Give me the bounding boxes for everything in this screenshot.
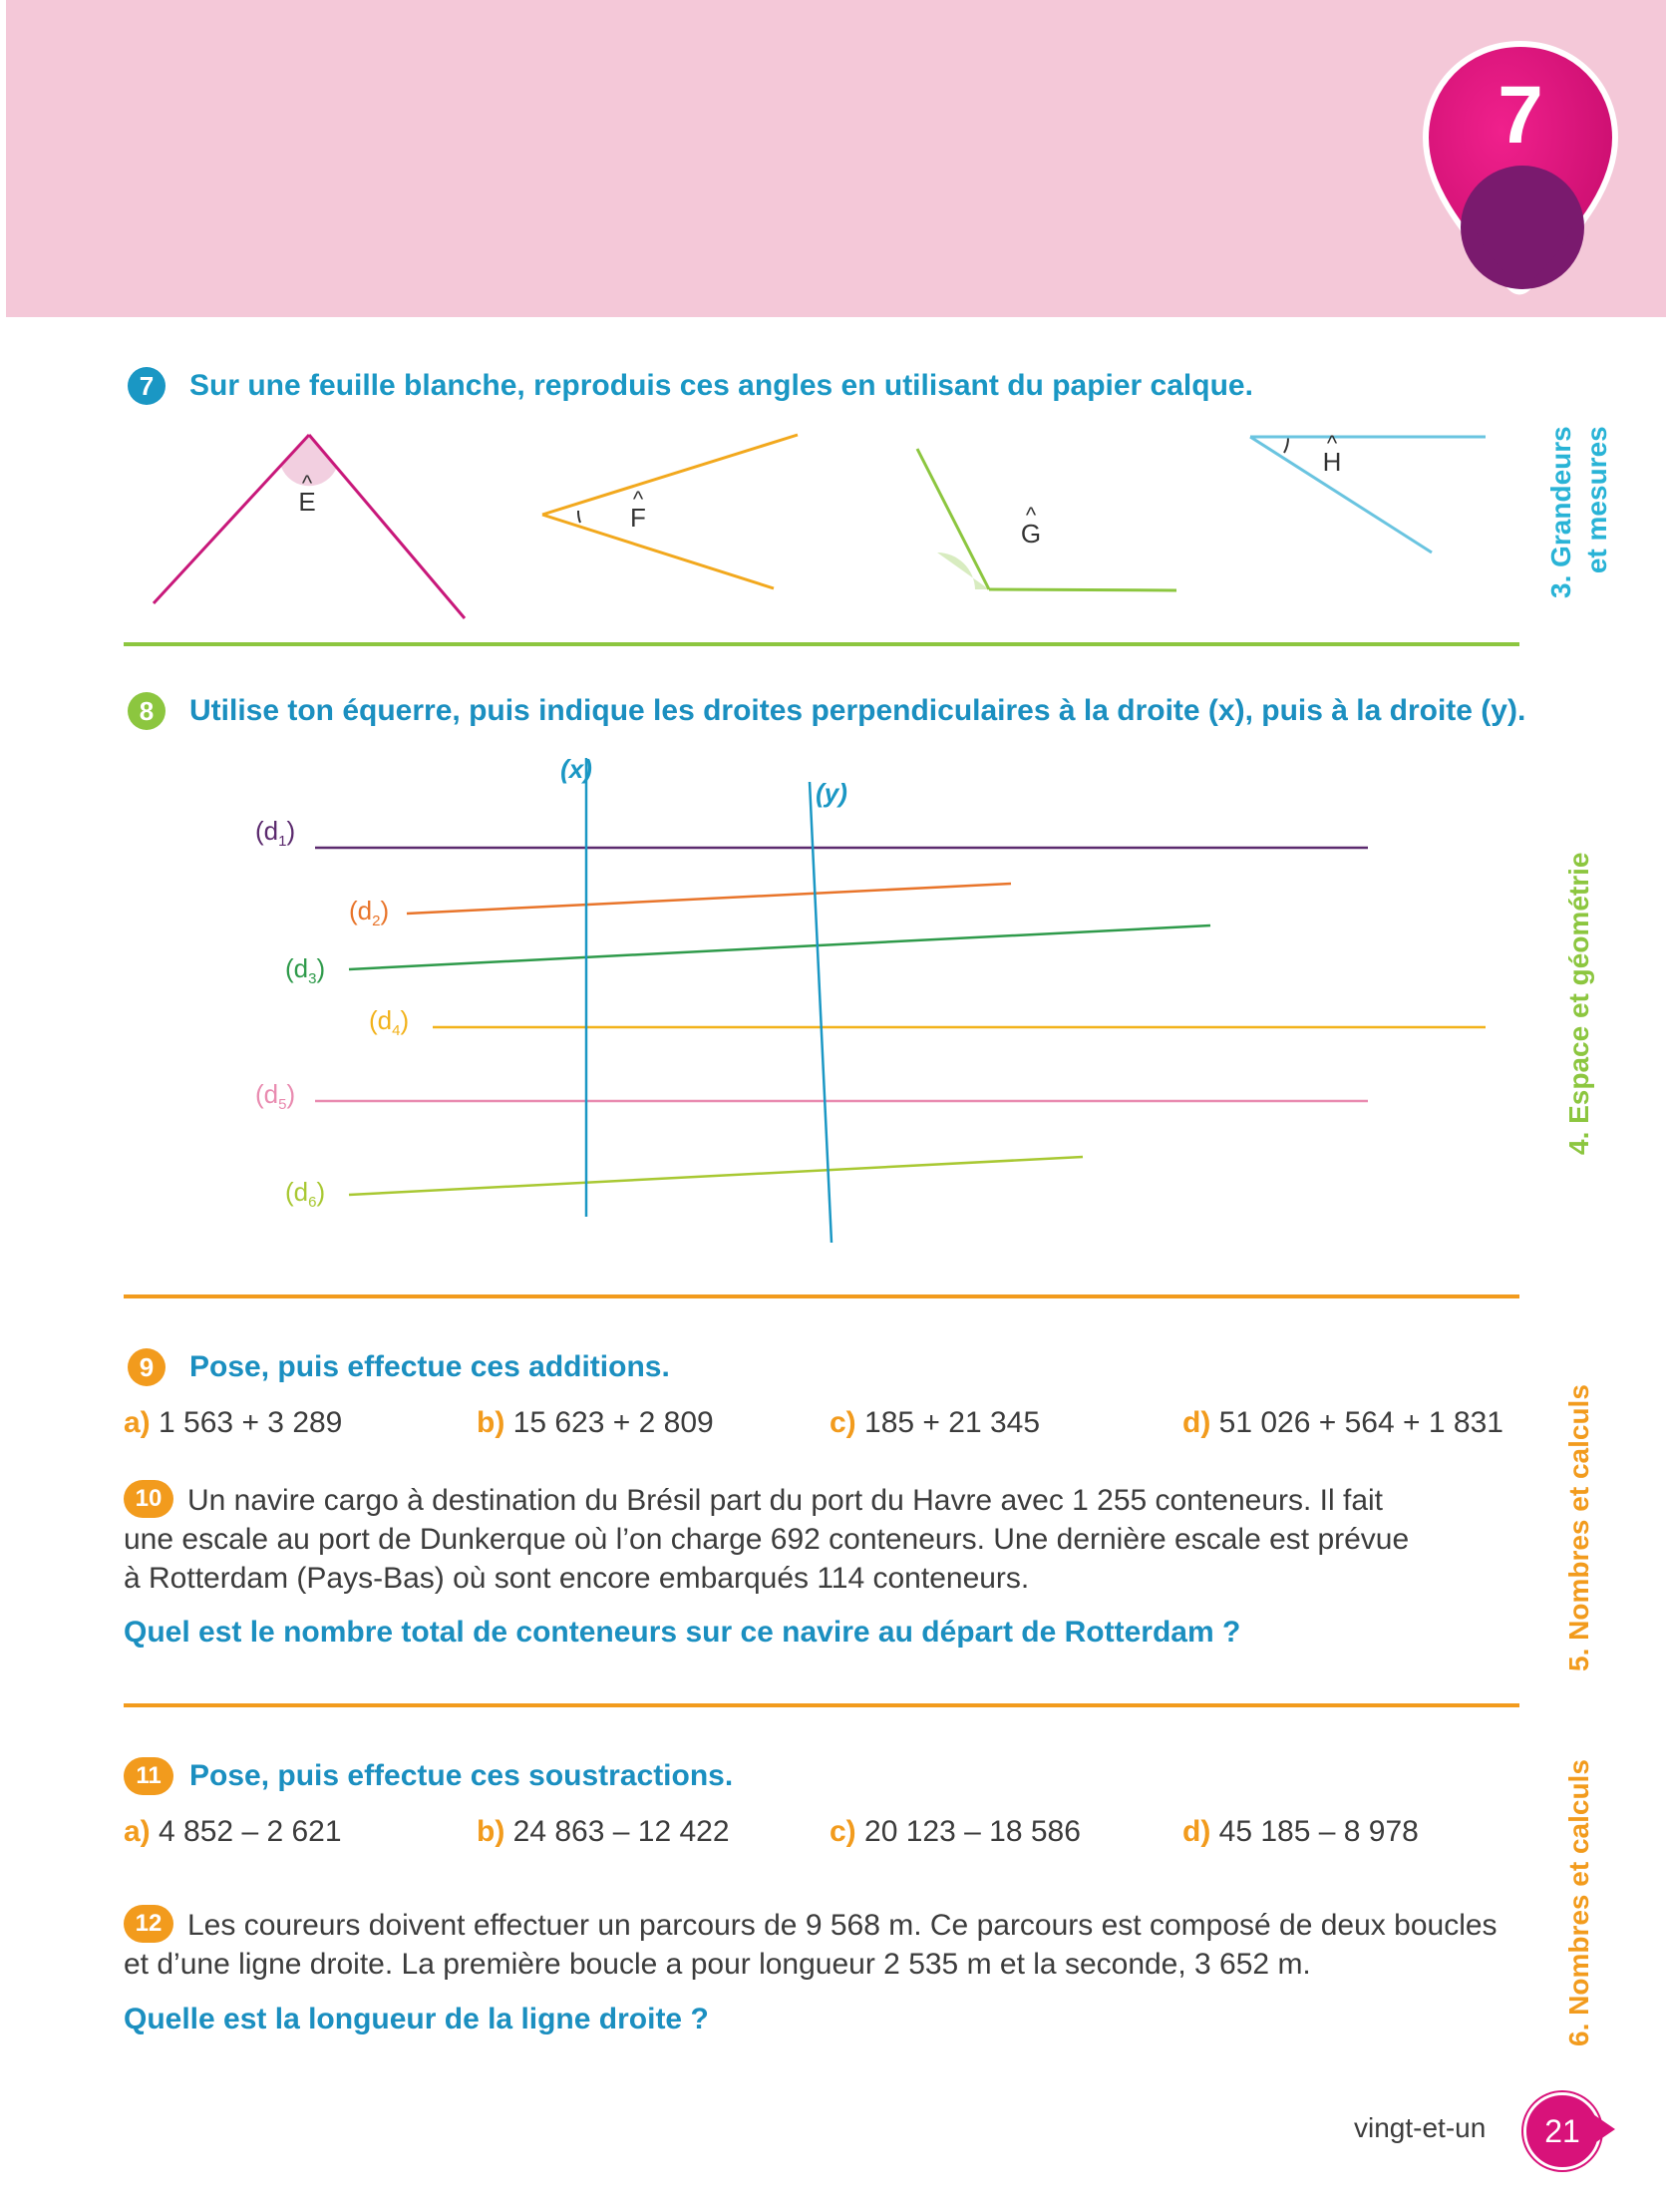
exercise-11-item-b: b) 24 863 – 12 422 <box>477 1815 730 1848</box>
divider-10-11 <box>124 1703 1519 1707</box>
angle-h-label: H <box>1323 447 1342 477</box>
angle-h-hat: ^ <box>1327 431 1338 456</box>
exercise-7-badge: 7 <box>128 367 166 405</box>
line-x-label: (x) <box>560 754 592 784</box>
exercise-11-instruction: Pose, puis effectue ces soustractions. <box>189 1759 734 1792</box>
exercise-8-figure: (x) (y) (d1) (d2) (d3) (d4) (d5) (d6) <box>255 754 1486 1244</box>
exercise-10-badge: 10 <box>124 1480 173 1518</box>
sidebar-tab-geometrie: 4. Espace et géométrie <box>1563 852 1594 1155</box>
header-band <box>6 0 1666 317</box>
exercise-8-badge: 8 <box>128 692 166 730</box>
exercise-9-badge: 9 <box>128 1348 166 1386</box>
exercise-12-line1: Les coureurs doivent effectuer un parcou… <box>187 1909 1498 1942</box>
sidebar-tab-grandeurs-line2: et mesures <box>1581 426 1612 574</box>
line-d6-label: (d6) <box>285 1177 325 1211</box>
sidebar-tab-grandeurs: 3. Grandeurs et mesures <box>1543 426 1615 598</box>
page-number-words: vingt-et-un <box>1354 2112 1487 2143</box>
exercise-11-item-d: d) 45 185 – 8 978 <box>1182 1815 1419 1848</box>
exercise-11-item-c: c) 20 123 – 18 586 <box>830 1815 1081 1848</box>
exercise-10-line1: Un navire cargo à destination du Brésil … <box>187 1484 1384 1517</box>
exercise-9-item-c: c) 185 + 21 345 <box>830 1406 1041 1439</box>
exercise-12-line2: et d’une ligne droite. La première boucl… <box>124 1948 1311 1981</box>
angle-g-label: G <box>1021 519 1041 549</box>
line-d2-label: (d2) <box>349 896 389 929</box>
divider-7-8 <box>124 642 1519 646</box>
sidebar-tab-nombres-5: 5. Nombres et calculs <box>1563 1384 1594 1671</box>
exercise-8-instruction: Utilise ton équerre, puis indique les dr… <box>189 694 1526 727</box>
exercise-11-item-a: a) 4 852 – 2 621 <box>124 1815 342 1848</box>
chapter-number: 7 <box>1498 70 1543 161</box>
exercise-9-item-b: b) 15 623 + 2 809 <box>477 1406 714 1439</box>
angle-e-hat: ^ <box>302 471 313 496</box>
exercise-7-angles: E ^ F ^ G ^ H ^ <box>152 431 1486 619</box>
line-d4-label: (d4) <box>369 1005 409 1039</box>
angle-f-label: F <box>630 503 646 533</box>
exercise-7-instruction: Sur une feuille blanche, reproduis ces a… <box>189 369 1253 402</box>
exercise-9-instruction: Pose, puis effectue ces additions. <box>189 1350 670 1383</box>
angle-e-label: E <box>298 487 315 517</box>
line-d3-label: (d3) <box>285 953 325 987</box>
divider-8-9 <box>124 1294 1519 1298</box>
sidebar-tab-grandeurs-line1: 3. Grandeurs <box>1545 426 1576 598</box>
exercise-12-badge: 12 <box>124 1905 173 1943</box>
exercise-10-line3: à Rotterdam (Pays-Bas) où sont encore em… <box>124 1562 1030 1595</box>
page-number-badge: 21 <box>1523 2092 1601 2170</box>
angle-f-hat: ^ <box>633 487 644 512</box>
page-arrow-icon <box>1593 2114 1615 2144</box>
exercise-9-item-d: d) 51 026 + 564 + 1 831 <box>1182 1406 1503 1439</box>
line-d5-label: (d5) <box>255 1079 295 1113</box>
exercise-12-question: Quelle est la longueur de la ligne droit… <box>124 2003 709 2035</box>
line-d1-label: (d1) <box>255 816 295 850</box>
page-number: 21 <box>1544 2113 1580 2149</box>
line-y-label: (y) <box>816 778 847 808</box>
chapter-pin-icon: 7 <box>1422 40 1619 295</box>
sidebar-tab-nombres-6: 6. Nombres et calculs <box>1563 1759 1594 2046</box>
exercise-10-question: Quel est le nombre total de conteneurs s… <box>124 1616 1241 1649</box>
exercise-9-item-a: a) 1 563 + 3 289 <box>124 1406 343 1439</box>
exercise-10-line2: une escale au port de Dunkerque où l’on … <box>124 1523 1410 1556</box>
exercise-11-badge: 11 <box>124 1757 173 1795</box>
angle-g-hat: ^ <box>1026 503 1037 528</box>
